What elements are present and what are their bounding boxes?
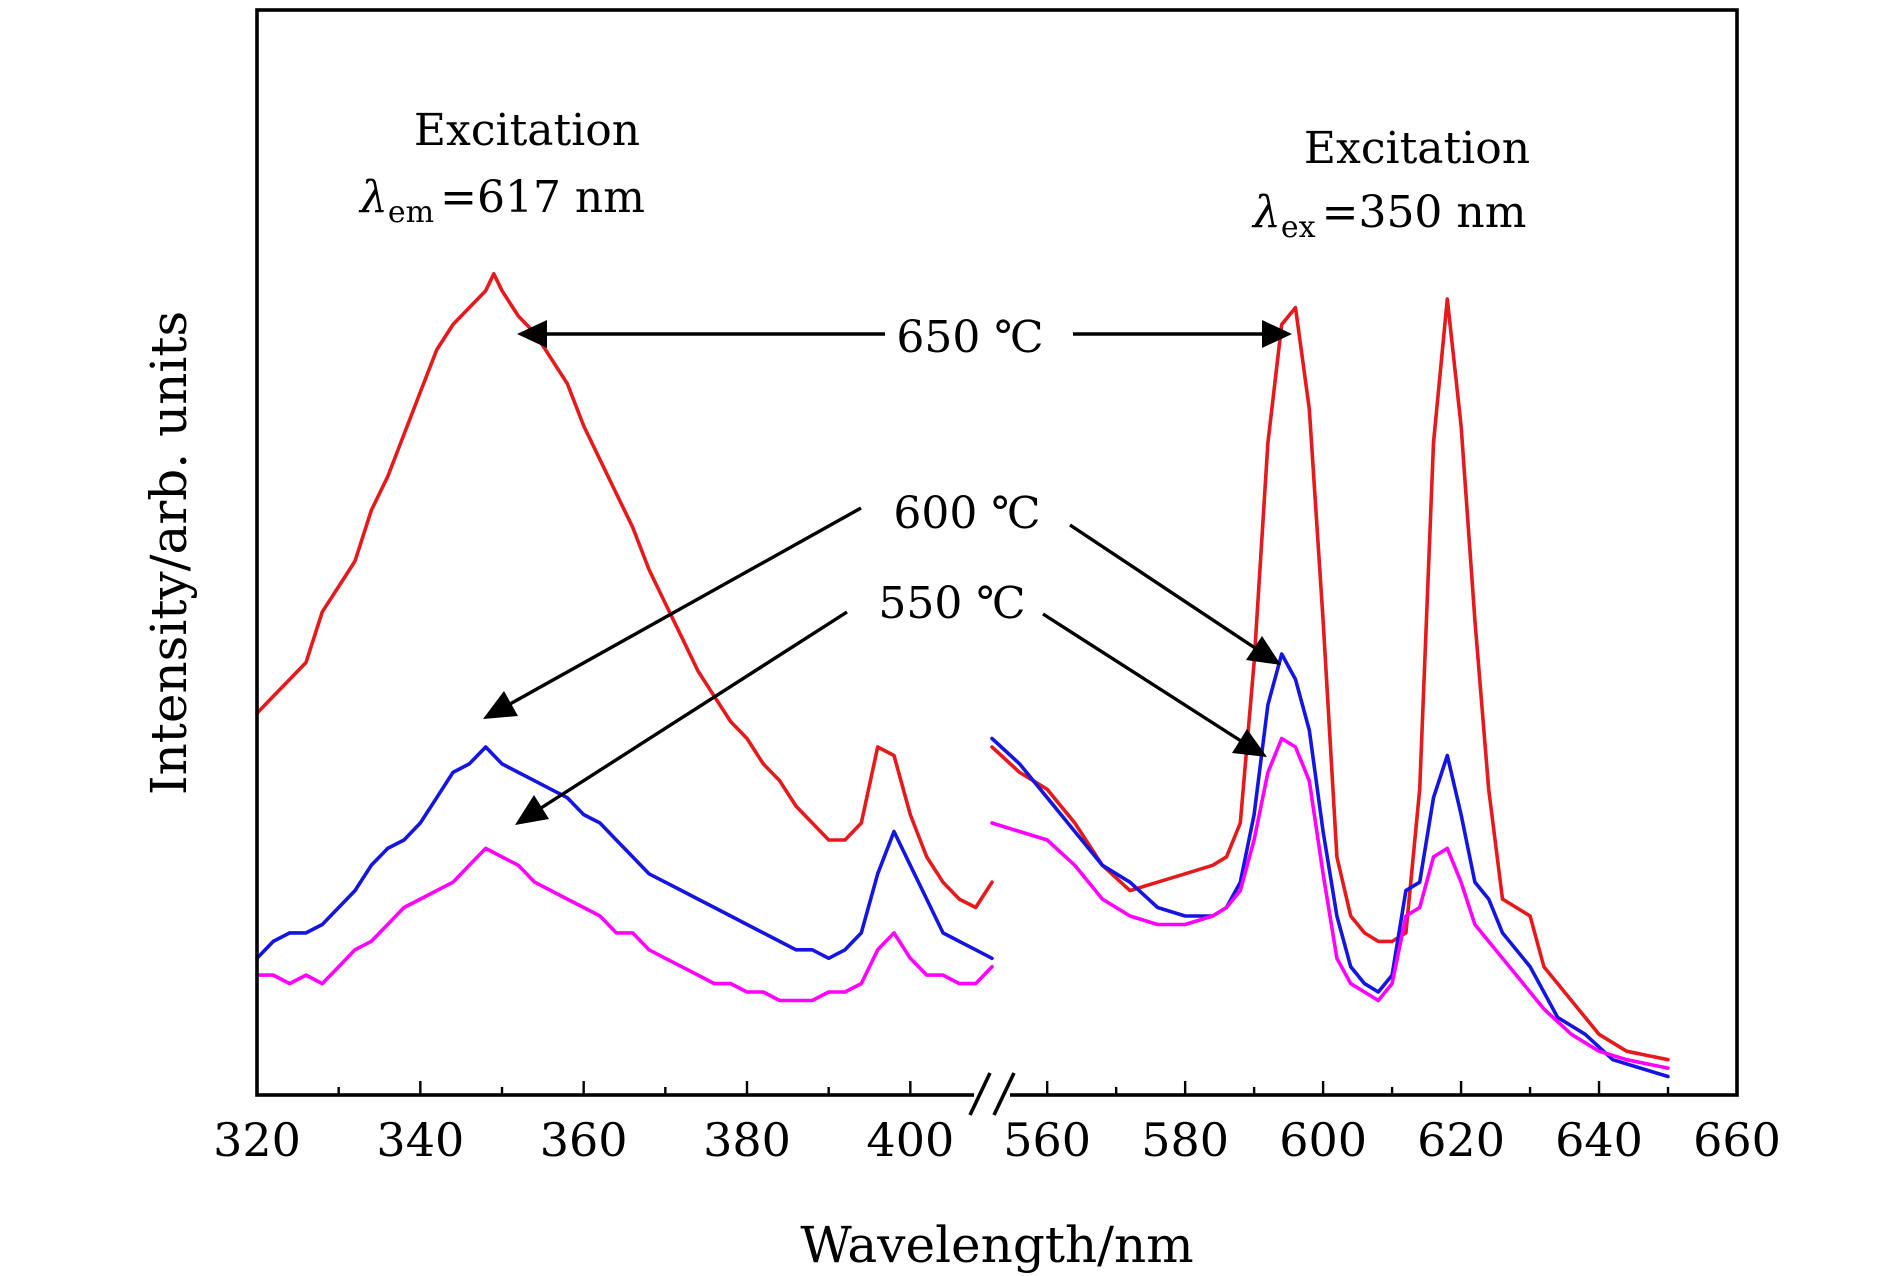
- x-tick-label: 340: [376, 1113, 464, 1167]
- left-lambda-index: em: [388, 195, 434, 230]
- series-1-left-line: [255, 271, 994, 910]
- x-tick-label: 580: [1141, 1113, 1229, 1167]
- axis-break-mark: [992, 1072, 1016, 1116]
- label-650: 650 ℃: [896, 312, 1043, 363]
- label-600: 600 ℃: [893, 488, 1040, 539]
- x-tick-label: 360: [540, 1113, 628, 1167]
- series-2-right-line: [990, 652, 1670, 1079]
- series-3-left-line: [255, 846, 994, 1003]
- series-3-right-line: [990, 736, 1670, 1070]
- x-tick-label: 320: [213, 1113, 301, 1167]
- right-lambda-value: =350 nm: [1322, 187, 1527, 238]
- label-550: 550 ℃: [878, 578, 1025, 629]
- x-tick-labels: 320 340 360 380 400 560 580 600 620 640 660: [213, 1113, 1781, 1167]
- x-tick-label: 560: [1003, 1113, 1091, 1167]
- left-lambda-label: λem =617 nm: [358, 172, 645, 230]
- x-tick-label: 600: [1279, 1113, 1367, 1167]
- right-lambda-label: λex =350 nm: [1251, 187, 1526, 245]
- arrow-550-left: [540, 610, 848, 810]
- left-lambda-value: =617 nm: [440, 172, 645, 223]
- x-tick-label: 400: [866, 1113, 954, 1167]
- x-tick-label: 640: [1555, 1113, 1643, 1167]
- axis-break-mark: [968, 1072, 992, 1116]
- x-tick-label: 380: [703, 1113, 791, 1167]
- arrow-550-right-head: [1232, 729, 1267, 757]
- arrow-650-right-head: [1262, 320, 1292, 348]
- series-2-left-line: [255, 745, 994, 961]
- arrow-600-right: [1069, 523, 1256, 650]
- x-tick-label: 660: [1693, 1113, 1781, 1167]
- arrow-550-left-head: [515, 795, 549, 825]
- arrow-600-left-head: [483, 691, 518, 719]
- right-lambda-symbol: λ: [1251, 187, 1281, 238]
- x-tick-label: 620: [1417, 1113, 1505, 1167]
- plot-series: [255, 271, 1670, 1079]
- arrow-550-right: [1042, 612, 1242, 743]
- left-lambda-symbol: λ: [358, 172, 388, 223]
- right-lambda-index: ex: [1281, 210, 1316, 245]
- x-axis-label: Wavelength/nm: [800, 1216, 1193, 1274]
- right-excitation-title: Excitation: [1304, 123, 1530, 174]
- arrow-600-left: [509, 506, 862, 706]
- y-axis-label: Intensity/arb. units: [140, 311, 198, 795]
- left-excitation-title: Excitation: [414, 105, 640, 156]
- arrow-650-left-head: [517, 320, 547, 348]
- arrow-600-right-head: [1246, 636, 1281, 665]
- annotation-arrows: [483, 320, 1292, 825]
- series-1-right-line: [990, 297, 1670, 1062]
